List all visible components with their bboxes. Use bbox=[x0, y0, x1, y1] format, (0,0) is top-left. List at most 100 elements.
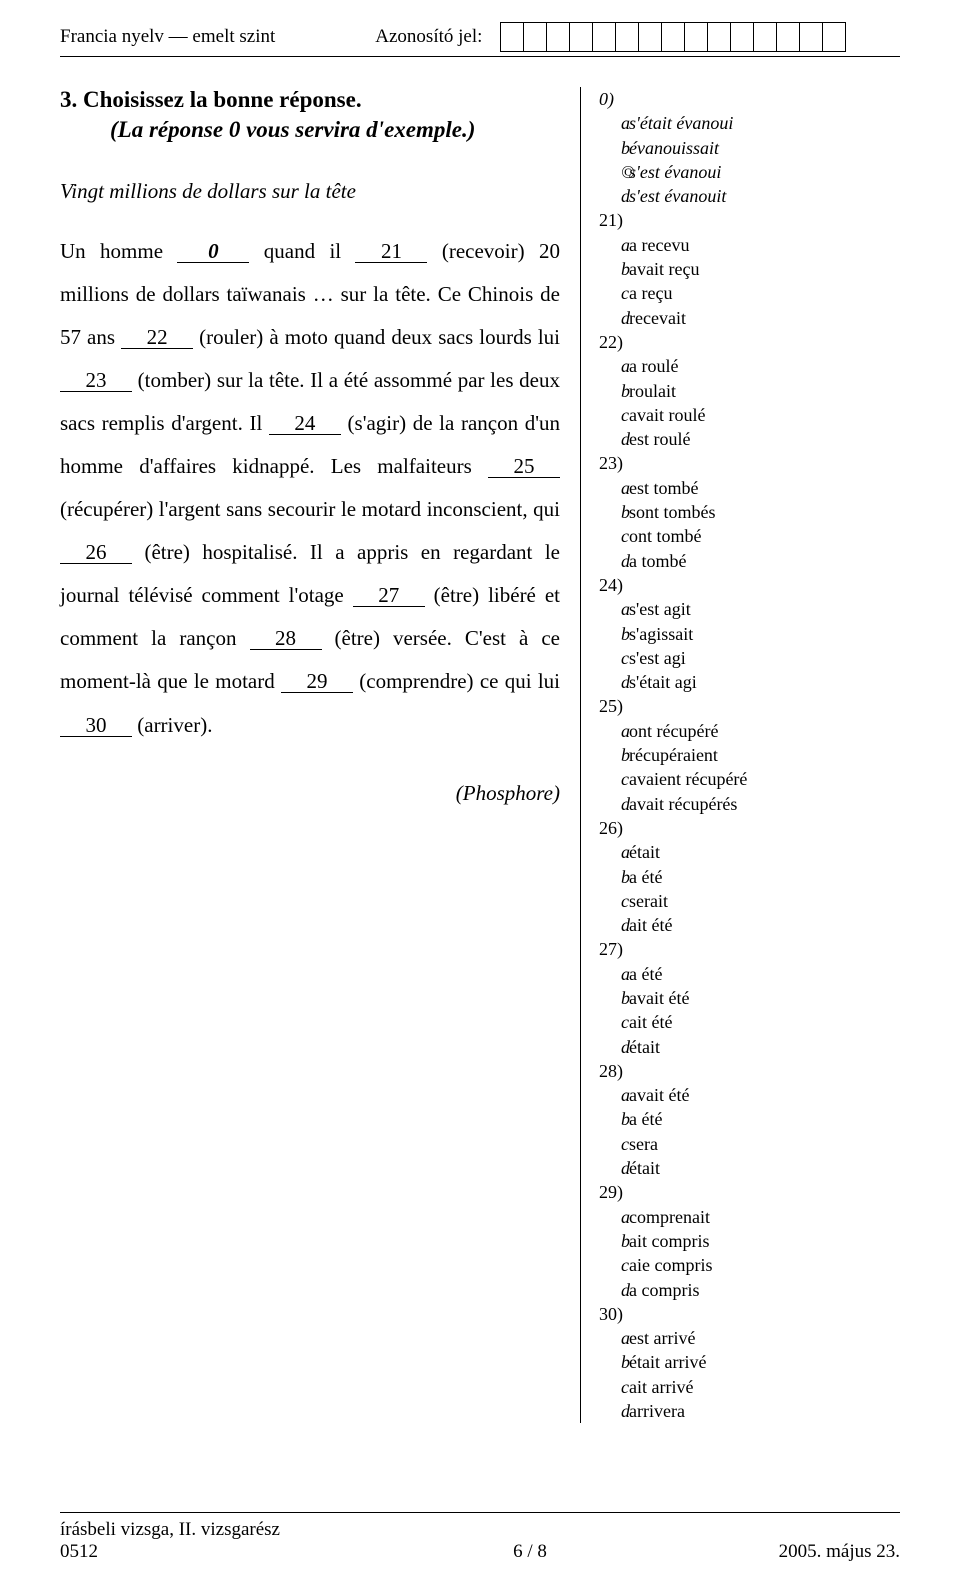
footer-right: 2005. május 23. bbox=[700, 1519, 900, 1563]
header-row: Francia nyelv — emelt szint Azonosító je… bbox=[60, 20, 900, 57]
header-id-label: Azonosító jel: bbox=[375, 20, 482, 48]
answer-option[interactable]: aa roulé bbox=[599, 354, 747, 378]
blank-26[interactable]: 26 bbox=[60, 542, 132, 564]
answer-text: serait bbox=[621, 889, 668, 913]
answer-option[interactable]: csera bbox=[599, 1132, 747, 1156]
answer-option[interactable]: aont récupéré bbox=[599, 719, 747, 743]
answer-option[interactable]: bait compris bbox=[599, 1229, 747, 1253]
answer-text: s'est agi bbox=[621, 646, 686, 670]
passage-text: Un homme bbox=[60, 239, 177, 263]
answer-option[interactable]: acomprenait bbox=[599, 1205, 747, 1229]
blank-24[interactable]: 24 bbox=[269, 413, 341, 435]
answer-letter: b bbox=[599, 1107, 621, 1131]
answer-option[interactable]: aa été bbox=[599, 962, 747, 986]
id-box[interactable] bbox=[730, 22, 754, 52]
blank-30[interactable]: 30 bbox=[60, 715, 132, 737]
answer-option[interactable]: as'est agit bbox=[599, 597, 747, 621]
answer-option[interactable]: davait récupérés bbox=[599, 792, 747, 816]
answer-option[interactable]: ds'était agi bbox=[599, 670, 747, 694]
id-box[interactable] bbox=[707, 22, 731, 52]
answer-group-number: 28) bbox=[599, 1059, 747, 1083]
answer-letter: d bbox=[599, 1035, 621, 1059]
passage-body: Un homme 0 quand il 21 (recevoir) 20 mil… bbox=[60, 230, 560, 747]
id-box[interactable] bbox=[592, 22, 616, 52]
answer-text: s'est évanoui bbox=[621, 160, 721, 184]
answer-option[interactable]: da tombé bbox=[599, 549, 747, 573]
answer-option[interactable]: cait été bbox=[599, 1010, 747, 1034]
answer-letter: b bbox=[599, 500, 621, 524]
answer-group-number: 27) bbox=[599, 937, 747, 961]
answer-text: avait été bbox=[621, 1083, 689, 1107]
answer-option[interactable]: caie compris bbox=[599, 1253, 747, 1277]
blank-28[interactable]: 28 bbox=[250, 628, 322, 650]
answer-option[interactable]: détait bbox=[599, 1035, 747, 1059]
answer-letter: a bbox=[599, 597, 621, 621]
id-box[interactable] bbox=[684, 22, 708, 52]
id-box[interactable] bbox=[569, 22, 593, 52]
id-box[interactable] bbox=[500, 22, 524, 52]
footer: írásbeli vizsga, II. vizsgarész 0512 6 /… bbox=[60, 1512, 900, 1563]
answer-option[interactable]: cont tombé bbox=[599, 524, 747, 548]
answer-option[interactable]: aétait bbox=[599, 840, 747, 864]
blank-22[interactable]: 22 bbox=[121, 327, 193, 349]
answer-letter: b bbox=[599, 1350, 621, 1374]
answer-option[interactable]: da compris bbox=[599, 1278, 747, 1302]
answer-option[interactable]: bs'agissait bbox=[599, 622, 747, 646]
answer-letter: b bbox=[599, 136, 621, 160]
answer-option[interactable]: drecevait bbox=[599, 306, 747, 330]
answer-text: s'est agit bbox=[621, 597, 691, 621]
answer-option[interactable]: bsont tombés bbox=[599, 500, 747, 524]
blank-25[interactable]: 25 bbox=[488, 456, 560, 478]
answer-option[interactable]: ca reçu bbox=[599, 281, 747, 305]
answer-text: avait récupérés bbox=[621, 792, 737, 816]
answer-text: ait compris bbox=[621, 1229, 709, 1253]
blank-23[interactable]: 23 bbox=[60, 370, 132, 392]
id-box[interactable] bbox=[776, 22, 800, 52]
answer-option[interactable]: cavait roulé bbox=[599, 403, 747, 427]
blank-29[interactable]: 29 bbox=[281, 671, 353, 693]
answer-option[interactable]: bavait été bbox=[599, 986, 747, 1010]
id-box[interactable] bbox=[615, 22, 639, 52]
answer-option[interactable]: dest roulé bbox=[599, 427, 747, 451]
answer-option[interactable]: aest arrivé bbox=[599, 1326, 747, 1350]
answer-option[interactable]: ©s'est évanoui bbox=[599, 160, 747, 184]
blank-21[interactable]: 21 bbox=[355, 241, 427, 263]
id-box[interactable] bbox=[661, 22, 685, 52]
answer-option[interactable]: détait bbox=[599, 1156, 747, 1180]
answer-letter: d bbox=[599, 1156, 621, 1180]
blank-0[interactable]: 0 bbox=[177, 241, 249, 263]
answer-letter: d bbox=[599, 306, 621, 330]
id-box[interactable] bbox=[546, 22, 570, 52]
answer-option[interactable]: brécupéraient bbox=[599, 743, 747, 767]
answer-option[interactable]: dait été bbox=[599, 913, 747, 937]
answer-text: ait arrivé bbox=[621, 1375, 693, 1399]
answer-text: a tombé bbox=[621, 549, 686, 573]
answer-text: évanouissait bbox=[621, 136, 719, 160]
answer-group-number: 25) bbox=[599, 694, 747, 718]
answer-option[interactable]: ds'est évanouit bbox=[599, 184, 747, 208]
id-box[interactable] bbox=[523, 22, 547, 52]
answer-option[interactable]: cserait bbox=[599, 889, 747, 913]
answer-option[interactable]: aest tombé bbox=[599, 476, 747, 500]
answer-letter: a bbox=[599, 962, 621, 986]
answer-text: a recevu bbox=[621, 233, 689, 257]
answer-option[interactable]: aavait été bbox=[599, 1083, 747, 1107]
answer-option[interactable]: bévanouissait bbox=[599, 136, 747, 160]
answer-option[interactable]: broulait bbox=[599, 379, 747, 403]
answer-letter: b bbox=[599, 257, 621, 281]
answer-option[interactable]: darrivera bbox=[599, 1399, 747, 1423]
answer-option[interactable]: cavaient récupéré bbox=[599, 767, 747, 791]
answer-option[interactable]: bétait arrivé bbox=[599, 1350, 747, 1374]
blank-27[interactable]: 27 bbox=[353, 585, 425, 607]
answer-option[interactable]: bavait reçu bbox=[599, 257, 747, 281]
answer-option[interactable]: cait arrivé bbox=[599, 1375, 747, 1399]
id-box[interactable] bbox=[799, 22, 823, 52]
answer-option[interactable]: ba été bbox=[599, 865, 747, 889]
answer-option[interactable]: ba été bbox=[599, 1107, 747, 1131]
answer-option[interactable]: aa recevu bbox=[599, 233, 747, 257]
id-box[interactable] bbox=[638, 22, 662, 52]
answer-option[interactable]: cs'est agi bbox=[599, 646, 747, 670]
answer-option[interactable]: as'était évanoui bbox=[599, 111, 747, 135]
id-box[interactable] bbox=[753, 22, 777, 52]
id-box[interactable] bbox=[822, 22, 846, 52]
